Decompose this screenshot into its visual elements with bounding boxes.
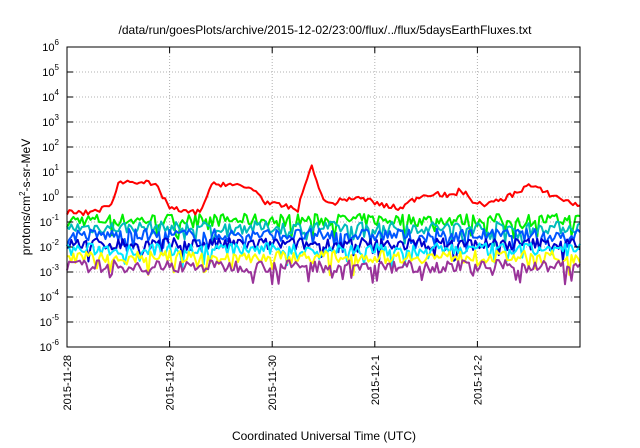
y-tick-label: 102 [42,138,59,154]
y-tick-label: 103 [42,113,59,129]
grid [67,47,580,347]
x-tick-label: 2015-11-29 [165,355,177,410]
y-tick-label: 10-3 [40,263,60,279]
chart-title: /data/run/goesPlots/archive/2015-12-02/2… [119,23,533,37]
series-line [67,249,581,277]
x-tick-label: 2015-12-1 [370,355,382,405]
y-tick-label: 10-4 [40,288,60,304]
y-axis: 106 105 104 103 102 101 100 10-1 10-2 10-3 10-4 10-… [40,38,580,354]
x-tick-label: 2015-11-30 [267,355,279,410]
x-tick-label: 2015-11-28 [62,355,74,410]
series-line [66,227,581,255]
x-axis: 2015-11-28 2015-11-29 2015-11-30 2015-12-1 2… [62,47,484,410]
series-line [66,212,581,240]
y-tick-label: 10-1 [40,213,60,229]
series-group [66,164,581,286]
y-tick-label: 106 [42,38,59,54]
series-line [67,237,581,263]
y-tick-label: 104 [42,88,59,104]
y-tick-label: 105 [42,63,59,79]
y-tick-label: 10-5 [40,313,60,329]
series-line [66,259,581,286]
x-axis-label: Coordinated Universal Time (UTC) [232,429,416,443]
y-axis-label: protons/cm2-s-sr-MeV [18,139,33,255]
series-line [66,164,581,217]
series-line [66,220,581,247]
y-tick-label: 10-6 [40,338,60,354]
y-tick-label: 101 [42,163,59,179]
y-tick-label: 100 [42,188,59,204]
x-tick-label: 2015-12-2 [472,355,484,405]
y-tick-label: 10-2 [40,238,60,254]
